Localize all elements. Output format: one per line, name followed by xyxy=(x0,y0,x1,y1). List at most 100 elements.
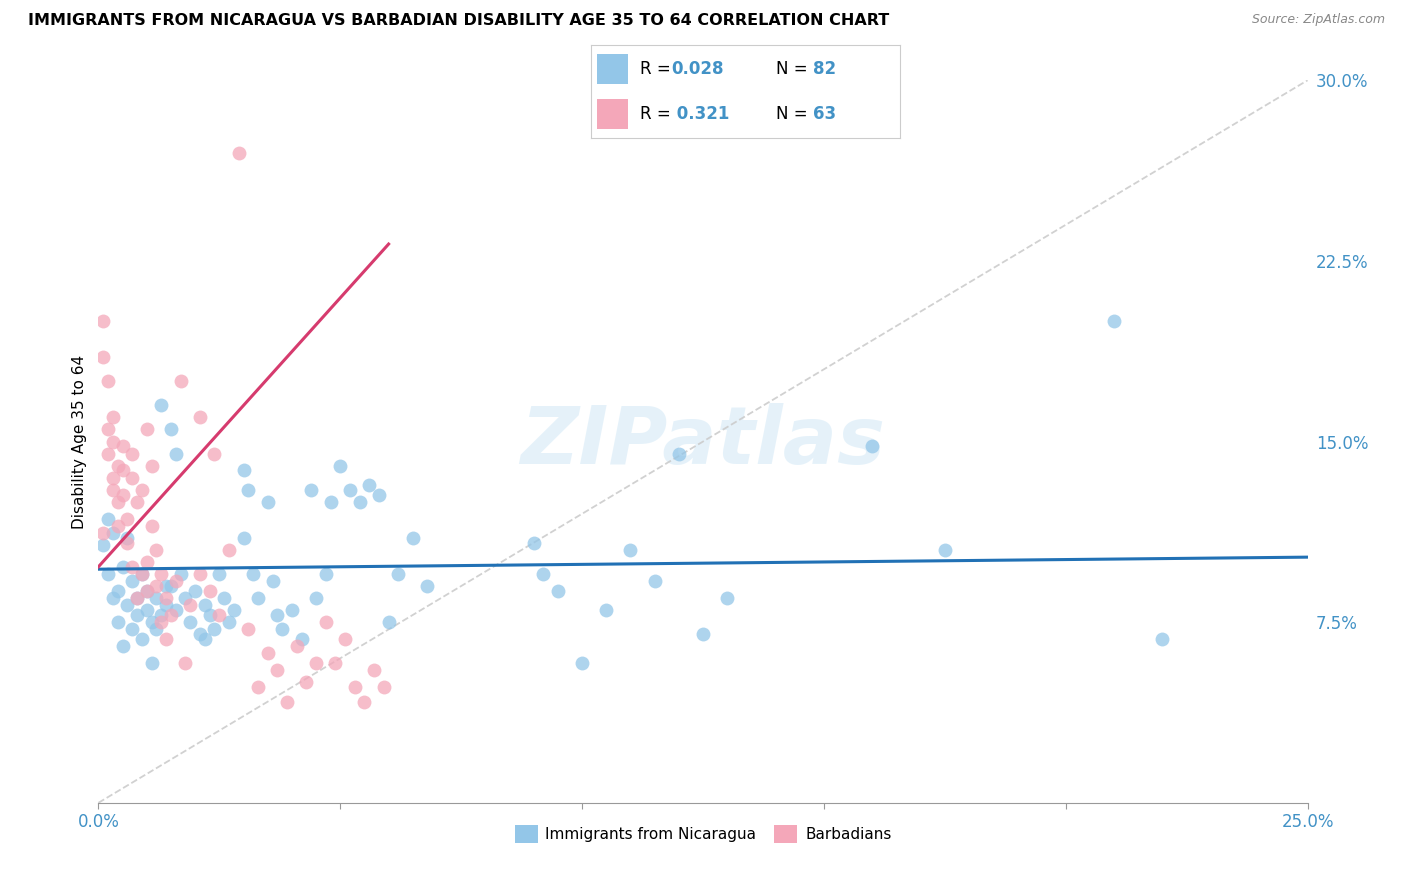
Text: R =: R = xyxy=(640,105,676,123)
Point xyxy=(101,470,124,484)
Point xyxy=(315,567,337,582)
Point xyxy=(212,591,235,605)
Point xyxy=(266,607,288,622)
Point xyxy=(228,145,250,160)
Point xyxy=(290,632,312,646)
Point xyxy=(145,542,167,557)
Point xyxy=(121,470,143,484)
Point xyxy=(150,607,173,622)
Point xyxy=(547,583,569,598)
Point xyxy=(97,374,120,388)
Point xyxy=(285,639,308,653)
Point xyxy=(339,483,361,497)
Point xyxy=(107,494,129,508)
Point xyxy=(523,535,546,549)
Point xyxy=(165,446,187,460)
Text: 63: 63 xyxy=(813,105,837,123)
Point xyxy=(127,591,149,605)
Point xyxy=(262,574,284,589)
Point xyxy=(121,623,143,637)
Point xyxy=(204,623,226,637)
Point xyxy=(184,583,207,598)
Point xyxy=(111,439,134,453)
Point xyxy=(208,607,231,622)
Point xyxy=(359,478,381,492)
Point xyxy=(111,639,134,653)
Point xyxy=(198,607,221,622)
Point xyxy=(91,538,114,552)
Point xyxy=(343,680,366,694)
Point xyxy=(295,675,318,690)
Point xyxy=(595,603,617,617)
Point xyxy=(111,487,134,501)
Point xyxy=(247,680,270,694)
Point xyxy=(174,591,197,605)
Point xyxy=(145,623,167,637)
Point xyxy=(242,567,264,582)
Point xyxy=(208,567,231,582)
Legend: Immigrants from Nicaragua, Barbadians: Immigrants from Nicaragua, Barbadians xyxy=(509,819,897,849)
Point xyxy=(135,422,157,436)
Point xyxy=(571,656,593,670)
Text: Source: ZipAtlas.com: Source: ZipAtlas.com xyxy=(1251,13,1385,27)
Point xyxy=(218,542,240,557)
Point xyxy=(619,542,641,557)
Point xyxy=(111,463,134,477)
Point xyxy=(692,627,714,641)
Point xyxy=(276,695,298,709)
Point xyxy=(363,664,385,678)
Point xyxy=(319,494,342,508)
Point xyxy=(377,615,399,630)
Text: N =: N = xyxy=(776,105,813,123)
Point xyxy=(107,615,129,630)
Point xyxy=(368,487,391,501)
Point xyxy=(716,591,738,605)
Point xyxy=(127,591,149,605)
Point xyxy=(131,567,153,582)
Point xyxy=(222,603,245,617)
Point xyxy=(179,599,201,613)
Point xyxy=(160,579,183,593)
Point xyxy=(402,531,425,545)
Point xyxy=(121,559,143,574)
Point xyxy=(179,615,201,630)
Point xyxy=(135,555,157,569)
FancyBboxPatch shape xyxy=(596,99,627,129)
Point xyxy=(135,583,157,598)
Point xyxy=(644,574,666,589)
Point xyxy=(218,615,240,630)
Point xyxy=(238,483,260,497)
Point xyxy=(934,542,956,557)
Point xyxy=(387,567,409,582)
Text: R =: R = xyxy=(640,60,676,78)
Point xyxy=(204,446,226,460)
Point xyxy=(188,567,211,582)
Point xyxy=(107,518,129,533)
Point xyxy=(91,350,114,364)
Point xyxy=(165,574,187,589)
Point xyxy=(256,647,278,661)
Point xyxy=(668,446,690,460)
Point xyxy=(232,463,254,477)
Point xyxy=(160,422,183,436)
Point xyxy=(97,422,120,436)
Point xyxy=(305,591,328,605)
Point xyxy=(91,526,114,541)
Point xyxy=(150,398,173,412)
Point xyxy=(531,567,554,582)
Point xyxy=(256,494,278,508)
Point xyxy=(1102,314,1125,328)
Point xyxy=(117,535,139,549)
Point xyxy=(174,656,197,670)
Point xyxy=(266,664,288,678)
Point xyxy=(373,680,395,694)
Point xyxy=(325,656,347,670)
Point xyxy=(145,579,167,593)
Point xyxy=(111,559,134,574)
Point xyxy=(150,615,173,630)
Text: ZIPatlas: ZIPatlas xyxy=(520,402,886,481)
Point xyxy=(141,458,163,473)
Point xyxy=(97,446,120,460)
Point xyxy=(194,599,217,613)
Point xyxy=(150,567,173,582)
